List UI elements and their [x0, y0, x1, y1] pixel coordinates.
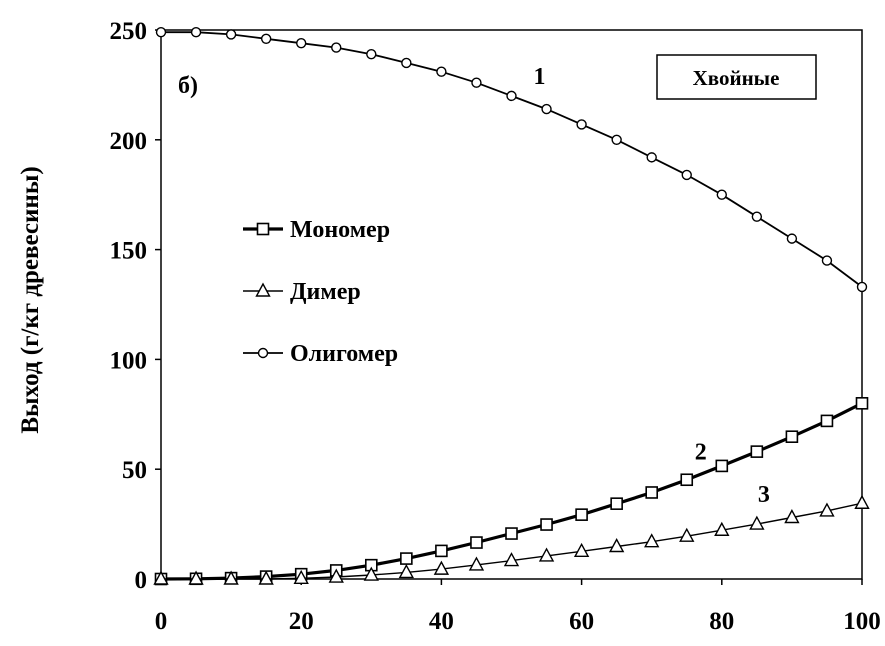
data-point — [223, 570, 239, 585]
data-point — [644, 533, 660, 548]
data-point — [575, 508, 588, 521]
data-point — [296, 37, 307, 49]
data-point — [714, 521, 730, 536]
y-tick-label: 50 — [122, 457, 147, 484]
legend-item: Мономер — [243, 217, 390, 243]
data-point — [401, 57, 412, 69]
data-point — [610, 497, 623, 510]
data-point — [398, 563, 415, 579]
data-point — [505, 527, 518, 540]
data-point — [260, 33, 272, 44]
x-tick-label: 100 — [843, 608, 881, 635]
y-axis-label: Выход (г/кг древесины) — [17, 166, 44, 433]
data-point — [363, 566, 379, 581]
data-point — [751, 211, 763, 222]
legend-label: Олигомер — [290, 341, 398, 367]
data-point — [540, 518, 553, 531]
series-circle: 1 — [155, 26, 868, 293]
data-point — [506, 90, 517, 102]
legend-swatch-marker — [255, 282, 271, 297]
y-tick-label: 150 — [110, 238, 148, 265]
x-tick-label: 80 — [709, 608, 734, 635]
data-point — [155, 26, 167, 38]
data-point — [576, 119, 587, 130]
curve-label: 3 — [758, 482, 770, 508]
group-label-box — [656, 54, 817, 100]
group-label: Хвойные — [693, 66, 780, 90]
y-tick-label: 100 — [110, 347, 148, 374]
data-point — [188, 570, 204, 585]
data-point — [608, 538, 625, 553]
legend-item: Димер — [243, 279, 361, 305]
data-point — [611, 134, 622, 146]
plot-frame — [160, 29, 863, 580]
y-tick-label: 0 — [135, 567, 148, 594]
data-point — [784, 509, 800, 524]
x-tick-label: 60 — [569, 608, 594, 635]
data-point — [750, 445, 764, 458]
data-point — [331, 42, 342, 53]
data-point — [786, 233, 798, 244]
data-point — [538, 547, 555, 562]
series-line — [161, 502, 863, 580]
x-tick-label: 20 — [289, 608, 314, 635]
legend: Мономер Димер Олигомер — [243, 217, 398, 367]
panel-label: б) — [178, 73, 198, 99]
data-point — [679, 527, 695, 542]
data-point — [153, 570, 169, 585]
data-point — [470, 536, 483, 549]
data-point — [258, 570, 274, 585]
x-tick-label: 0 — [155, 608, 168, 635]
data-point — [471, 77, 482, 88]
data-point — [681, 169, 692, 181]
data-point — [225, 29, 237, 40]
data-point — [854, 494, 870, 509]
data-point — [680, 473, 694, 487]
data-point — [573, 542, 590, 558]
y-tick-label: 250 — [110, 18, 148, 45]
data-point — [716, 189, 727, 200]
legend-item: Олигомер — [243, 341, 398, 367]
legend-swatch-marker — [256, 222, 270, 236]
series-triangle: 3 — [153, 482, 870, 585]
data-point — [436, 66, 447, 77]
data-point — [433, 560, 450, 575]
data-point — [190, 26, 202, 38]
data-point — [400, 552, 413, 565]
data-point — [645, 486, 659, 499]
data-point — [820, 414, 834, 428]
data-point — [856, 281, 868, 293]
curve-label: 1 — [534, 64, 546, 90]
x-tick-label: 40 — [429, 608, 454, 635]
curve-label: 2 — [695, 440, 707, 466]
data-point — [328, 568, 344, 583]
y-tick-label: 200 — [110, 128, 148, 155]
data-point — [749, 515, 765, 530]
data-point — [468, 556, 485, 571]
data-point — [435, 544, 448, 558]
data-point — [821, 255, 833, 266]
data-point — [819, 502, 835, 517]
data-point — [366, 48, 377, 60]
data-point — [715, 459, 729, 473]
legend-swatch-marker — [257, 347, 269, 359]
data-point — [646, 152, 657, 163]
data-point — [503, 552, 520, 567]
data-point — [855, 397, 869, 410]
data-point — [785, 430, 799, 443]
data-point — [293, 569, 309, 585]
data-point — [541, 103, 552, 115]
legend-label: Димер — [290, 279, 361, 305]
legend-label: Мономер — [290, 217, 390, 243]
